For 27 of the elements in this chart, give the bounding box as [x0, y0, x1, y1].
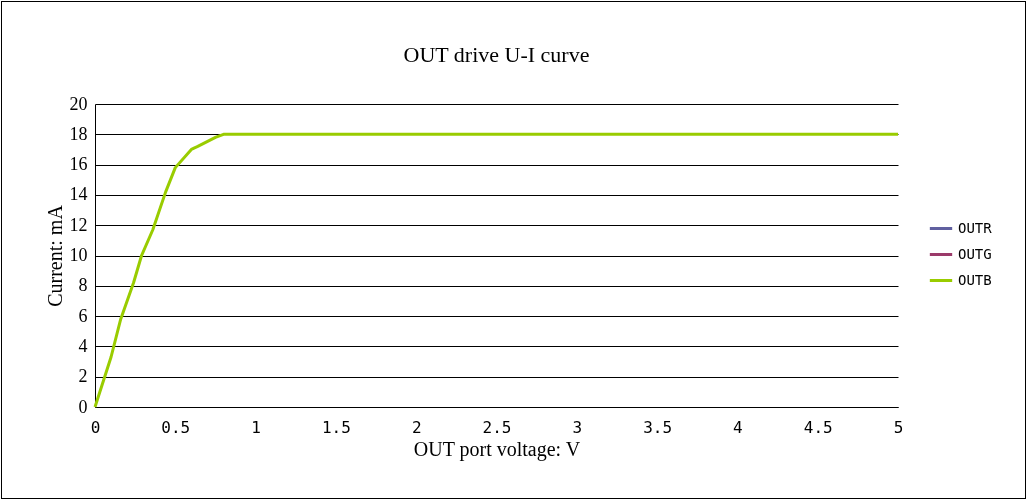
y-tick-label: 8 [78, 275, 88, 296]
x-tick-label: 0.5 [161, 417, 191, 437]
chart-title: OUT drive U-I curve [403, 42, 590, 67]
y-tick-label: 0 [78, 396, 88, 417]
y-tick-label: 6 [78, 305, 88, 326]
x-tick-label: 1.5 [321, 417, 351, 437]
y-tick-label: 14 [69, 184, 88, 205]
y-tick-label: 16 [69, 154, 88, 175]
y-axis-title: Current: mA [43, 204, 66, 307]
y-tick-label: 20 [69, 93, 88, 114]
x-tick-label: 5 [893, 417, 904, 437]
legend-label: OUTR [958, 219, 993, 236]
y-tick-label: 4 [78, 335, 88, 356]
x-tick-label: 3.5 [643, 417, 673, 437]
legend-label: OUTB [958, 271, 992, 288]
x-tick-label: 1 [251, 417, 261, 437]
x-tick-label: 2 [411, 417, 422, 437]
x-axis-title: OUT port voltage: V [413, 437, 581, 461]
x-tick-label: 4 [733, 417, 743, 437]
x-tick-label: 4.5 [803, 417, 833, 437]
legend-label: OUTG [958, 245, 992, 262]
y-tick-label: 2 [78, 366, 88, 387]
x-tick-label: 3 [572, 417, 583, 437]
y-tick-label: 18 [69, 123, 88, 144]
y-tick-label: 10 [69, 245, 88, 265]
x-tick-label: 2.5 [482, 417, 512, 437]
y-tick-label: 12 [69, 214, 88, 235]
